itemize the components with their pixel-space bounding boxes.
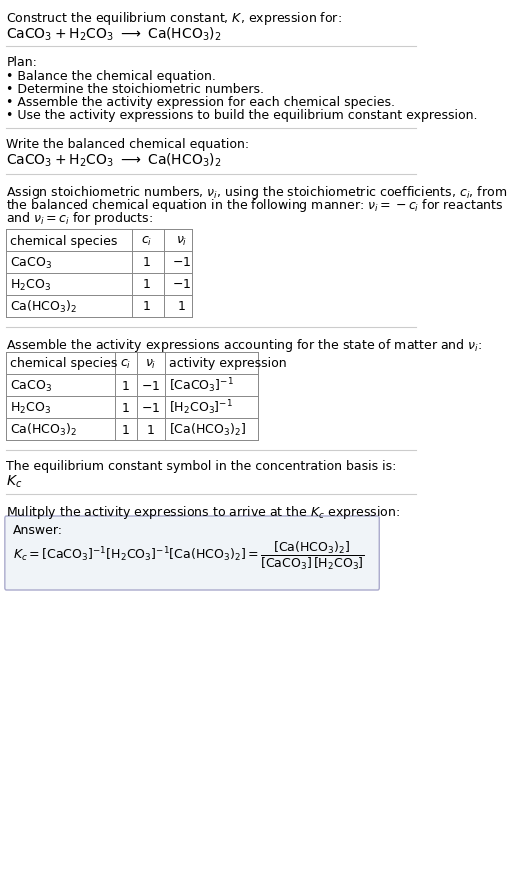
- Text: $\nu_i$: $\nu_i$: [145, 357, 157, 371]
- Text: $-1$: $-1$: [141, 402, 160, 414]
- Text: 1: 1: [178, 301, 185, 313]
- Text: $-1$: $-1$: [141, 380, 160, 393]
- Text: • Assemble the activity expression for each chemical species.: • Assemble the activity expression for e…: [6, 96, 396, 109]
- Text: 1: 1: [147, 423, 155, 437]
- Text: Answer:: Answer:: [13, 524, 63, 537]
- Text: Construct the equilibrium constant, $K$, expression for:: Construct the equilibrium constant, $K$,…: [6, 10, 342, 27]
- Text: Assign stoichiometric numbers, $\nu_i$, using the stoichiometric coefficients, $: Assign stoichiometric numbers, $\nu_i$, …: [6, 184, 508, 201]
- Text: The equilibrium constant symbol in the concentration basis is:: The equilibrium constant symbol in the c…: [6, 460, 397, 473]
- Text: $[\mathrm{CaCO_3}]^{-1}$: $[\mathrm{CaCO_3}]^{-1}$: [169, 377, 234, 396]
- Text: $\mathrm{CaCO_3}$: $\mathrm{CaCO_3}$: [10, 379, 52, 394]
- Text: $[\mathrm{Ca(HCO_3)_2}]$: $[\mathrm{Ca(HCO_3)_2}]$: [169, 422, 246, 438]
- Text: $\nu_i$: $\nu_i$: [176, 235, 187, 247]
- Text: 1: 1: [143, 279, 151, 291]
- Text: $-1$: $-1$: [172, 279, 191, 291]
- Text: $K_c = [\mathrm{CaCO_3}]^{-1} [\mathrm{H_2CO_3}]^{-1} [\mathrm{Ca(HCO_3)_2}] = \: $K_c = [\mathrm{CaCO_3}]^{-1} [\mathrm{H…: [13, 540, 365, 572]
- Text: $\mathrm{Ca(HCO_3)_2}$: $\mathrm{Ca(HCO_3)_2}$: [10, 299, 78, 315]
- Text: Assemble the activity expressions accounting for the state of matter and $\nu_i$: Assemble the activity expressions accoun…: [6, 337, 483, 354]
- Text: $c_i$: $c_i$: [120, 357, 132, 371]
- Text: chemical species: chemical species: [10, 357, 118, 371]
- Text: $\mathrm{H_2CO_3}$: $\mathrm{H_2CO_3}$: [10, 278, 51, 293]
- Text: 1: 1: [122, 423, 130, 437]
- Text: Write the balanced chemical equation:: Write the balanced chemical equation:: [6, 138, 249, 151]
- Text: 1: 1: [143, 256, 151, 270]
- Text: 1: 1: [143, 301, 151, 313]
- Text: $c_i$: $c_i$: [141, 235, 152, 247]
- Text: $\mathrm{H_2CO_3}$: $\mathrm{H_2CO_3}$: [10, 400, 51, 415]
- Text: and $\nu_i = c_i$ for products:: and $\nu_i = c_i$ for products:: [6, 210, 154, 227]
- Text: $\mathrm{CaCO_3}$: $\mathrm{CaCO_3}$: [10, 255, 52, 271]
- Text: 1: 1: [122, 402, 130, 414]
- Text: • Use the activity expressions to build the equilibrium constant expression.: • Use the activity expressions to build …: [6, 109, 478, 122]
- Text: $-1$: $-1$: [172, 256, 191, 270]
- Text: $\mathrm{CaCO_3 + H_2CO_3 \ \longrightarrow \ Ca(HCO_3)_2}$: $\mathrm{CaCO_3 + H_2CO_3 \ \longrightar…: [6, 152, 222, 170]
- Text: the balanced chemical equation in the following manner: $\nu_i = -c_i$ for react: the balanced chemical equation in the fo…: [6, 197, 504, 214]
- Text: $K_c$: $K_c$: [6, 474, 23, 490]
- Text: chemical species: chemical species: [10, 235, 118, 247]
- Text: $[\mathrm{H_2CO_3}]^{-1}$: $[\mathrm{H_2CO_3}]^{-1}$: [169, 398, 233, 417]
- Text: $\mathrm{CaCO_3 + H_2CO_3 \ \longrightarrow \ Ca(HCO_3)_2}$: $\mathrm{CaCO_3 + H_2CO_3 \ \longrightar…: [6, 26, 222, 44]
- Text: • Determine the stoichiometric numbers.: • Determine the stoichiometric numbers.: [6, 83, 265, 96]
- Text: $\mathrm{Ca(HCO_3)_2}$: $\mathrm{Ca(HCO_3)_2}$: [10, 422, 78, 438]
- Text: Plan:: Plan:: [6, 56, 37, 69]
- Text: • Balance the chemical equation.: • Balance the chemical equation.: [6, 70, 216, 83]
- Text: Mulitply the activity expressions to arrive at the $K_c$ expression:: Mulitply the activity expressions to arr…: [6, 504, 401, 521]
- FancyBboxPatch shape: [5, 516, 379, 590]
- Text: 1: 1: [122, 380, 130, 393]
- Text: activity expression: activity expression: [169, 357, 286, 371]
